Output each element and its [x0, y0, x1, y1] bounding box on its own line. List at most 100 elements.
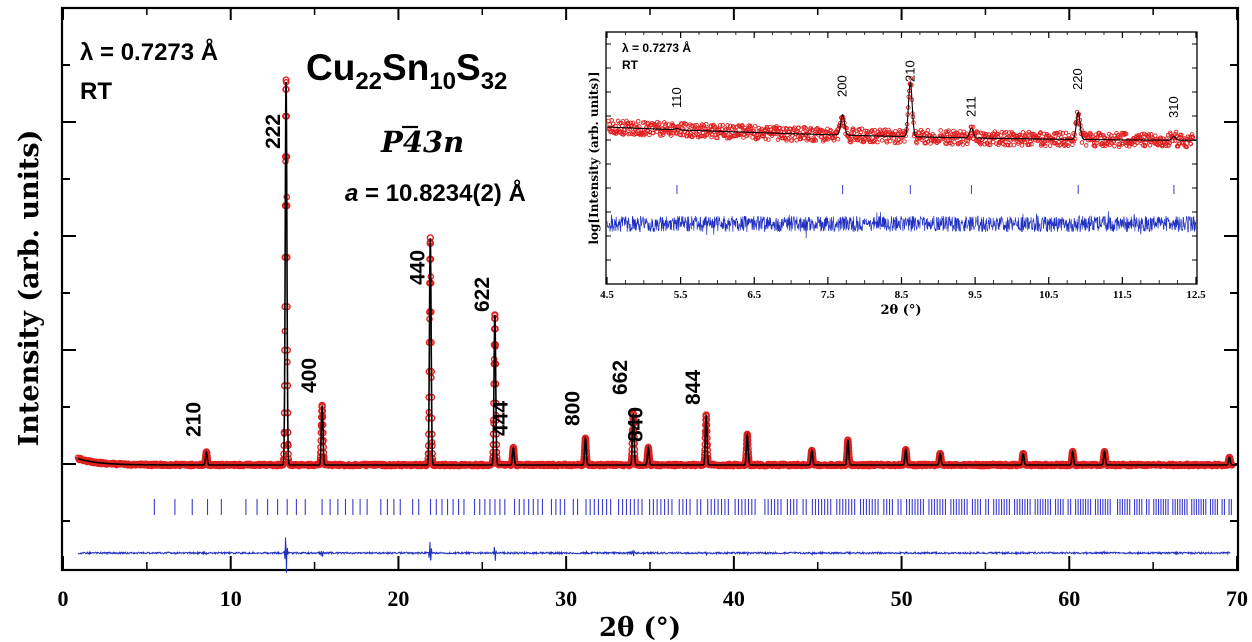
- inset-observed-point: [766, 137, 771, 142]
- inset-observed-point: [1057, 143, 1062, 148]
- inset-observed-point: [809, 127, 815, 133]
- inset-observed-point: [942, 134, 948, 139]
- inset-observed-point: [1123, 131, 1129, 137]
- inset-observed-point: [875, 139, 880, 145]
- inset-observed-point: [1132, 142, 1137, 148]
- inset-observed-point: [1065, 143, 1071, 148]
- inset-observed-point: [717, 123, 723, 128]
- inset-observed-point: [936, 139, 942, 144]
- inset-observed-point: [609, 118, 614, 123]
- inset-observed-point: [1188, 141, 1194, 147]
- inset-observed-point: [663, 121, 669, 127]
- peak-label: 662: [609, 360, 632, 395]
- inset-wavelength-label: λ = 0.7273 Å: [622, 40, 691, 55]
- inset-observed-point: [625, 120, 631, 126]
- inset-observed-point: [925, 127, 931, 133]
- inset-observed-point: [825, 136, 831, 142]
- inset-observed-point: [908, 76, 914, 81]
- x-tick-label: 0: [58, 586, 69, 611]
- main-plot-area: 0 10 20 30 40 50 60 70 210 222 400 440 622 444 800 662 8…: [58, 8, 1248, 611]
- inset-observed-point: [938, 128, 943, 133]
- inset-observed-point: [1142, 142, 1148, 148]
- inset-observed-point: [1153, 133, 1158, 138]
- inset-observed-point: [848, 137, 853, 143]
- inset-observed-point: [709, 134, 714, 140]
- inset-peak-label: 211: [963, 96, 978, 117]
- inset-observed-point: [634, 125, 640, 130]
- inset-observed-point: [1011, 142, 1017, 148]
- inset-observed-point: [668, 133, 674, 138]
- inset-observed-point: [1047, 143, 1053, 148]
- inset-observed-point: [1117, 142, 1122, 148]
- inset-observed-point: [796, 125, 801, 130]
- peak-label: 440: [406, 250, 429, 285]
- inset-observed-point: [726, 128, 732, 134]
- inset-x-tick-label: 6.5: [747, 289, 761, 301]
- peak-label: 844: [682, 370, 705, 405]
- inset-peak-label: 210: [902, 60, 917, 82]
- inset-observed-point: [970, 124, 976, 130]
- inset-observed-point: [964, 131, 969, 137]
- inset-observed-point: [902, 139, 907, 144]
- inset-observed-point: [752, 123, 758, 129]
- temperature-label: RT: [80, 78, 112, 105]
- inset-observed-point: [700, 133, 705, 139]
- inset-observed-point: [1184, 144, 1189, 150]
- inset-observed-point: [770, 131, 775, 137]
- inset-observed-point: [1043, 143, 1048, 149]
- inset-observed-point: [725, 123, 730, 128]
- inset-observed-point: [944, 141, 949, 147]
- inset-y-axis-label: log[Intensity (arb. units)]: [587, 71, 601, 244]
- inset-observed-point: [999, 129, 1004, 135]
- inset-observed-point: [740, 123, 745, 128]
- inset-observed-point: [1071, 138, 1077, 144]
- inset-temperature-label: RT: [622, 58, 639, 72]
- inset-observed-point: [635, 119, 641, 124]
- peak-label: 210: [182, 402, 205, 437]
- inset-observed-point: [812, 136, 817, 142]
- inset-observed-point: [727, 123, 733, 129]
- inset-observed-point: [869, 128, 875, 133]
- inset-observed-point: [824, 135, 830, 141]
- inset-observed-point: [813, 138, 818, 143]
- inset-observed-point: [751, 131, 756, 136]
- x-tick-label: 70: [1226, 586, 1248, 611]
- inset-observed-point: [642, 131, 648, 137]
- inset-observed-point: [687, 122, 693, 127]
- inset-observed-point: [780, 135, 786, 141]
- inset-x-tick-label: 9.5: [968, 289, 982, 301]
- inset-observed-point: [835, 136, 841, 142]
- inset-observed-point: [761, 131, 767, 137]
- wavelength-label: λ = 0.7273 Å: [80, 38, 218, 66]
- inset-frame: [605, 31, 1198, 285]
- inset-observed-point: [1146, 132, 1152, 137]
- inset-observed-point: [1063, 130, 1069, 136]
- x-tick-label: 10: [220, 586, 242, 611]
- x-tick-label: 30: [555, 586, 577, 611]
- inset-observed-point: [1020, 130, 1026, 135]
- inset-observed-point: [708, 123, 714, 128]
- inset-peak-label: 310: [1166, 96, 1181, 118]
- inset-difference-curve: [606, 211, 1197, 239]
- peak-label: 444: [489, 401, 512, 436]
- lattice-parameter-label: a = 10.8234(2) Å: [345, 179, 526, 207]
- inset-observed-point: [960, 142, 966, 147]
- inset-observed-point: [1101, 134, 1107, 140]
- inset-observed-point: [893, 128, 898, 134]
- peak-label: 840: [624, 407, 647, 442]
- inset-observed-point: [1003, 139, 1008, 145]
- inset-observed-point: [978, 142, 983, 147]
- inset-observed-point: [1070, 142, 1075, 147]
- inset-observed-point: [642, 120, 647, 125]
- inset-observed-point: [1083, 143, 1089, 148]
- inset-observed-point: [1041, 131, 1047, 137]
- inset-x-tick-label: 11.5: [1113, 289, 1132, 301]
- inset-x-tick-label: 7.5: [821, 289, 835, 301]
- inset-observed-point: [650, 130, 656, 136]
- inset-observed-point: [671, 130, 677, 136]
- inset-observed-point: [1038, 130, 1043, 135]
- inset-observed-point: [1022, 139, 1027, 145]
- inset-observed-point: [1172, 138, 1178, 143]
- inset-observed-point: [789, 138, 795, 143]
- inset-observed-point: [1019, 143, 1025, 148]
